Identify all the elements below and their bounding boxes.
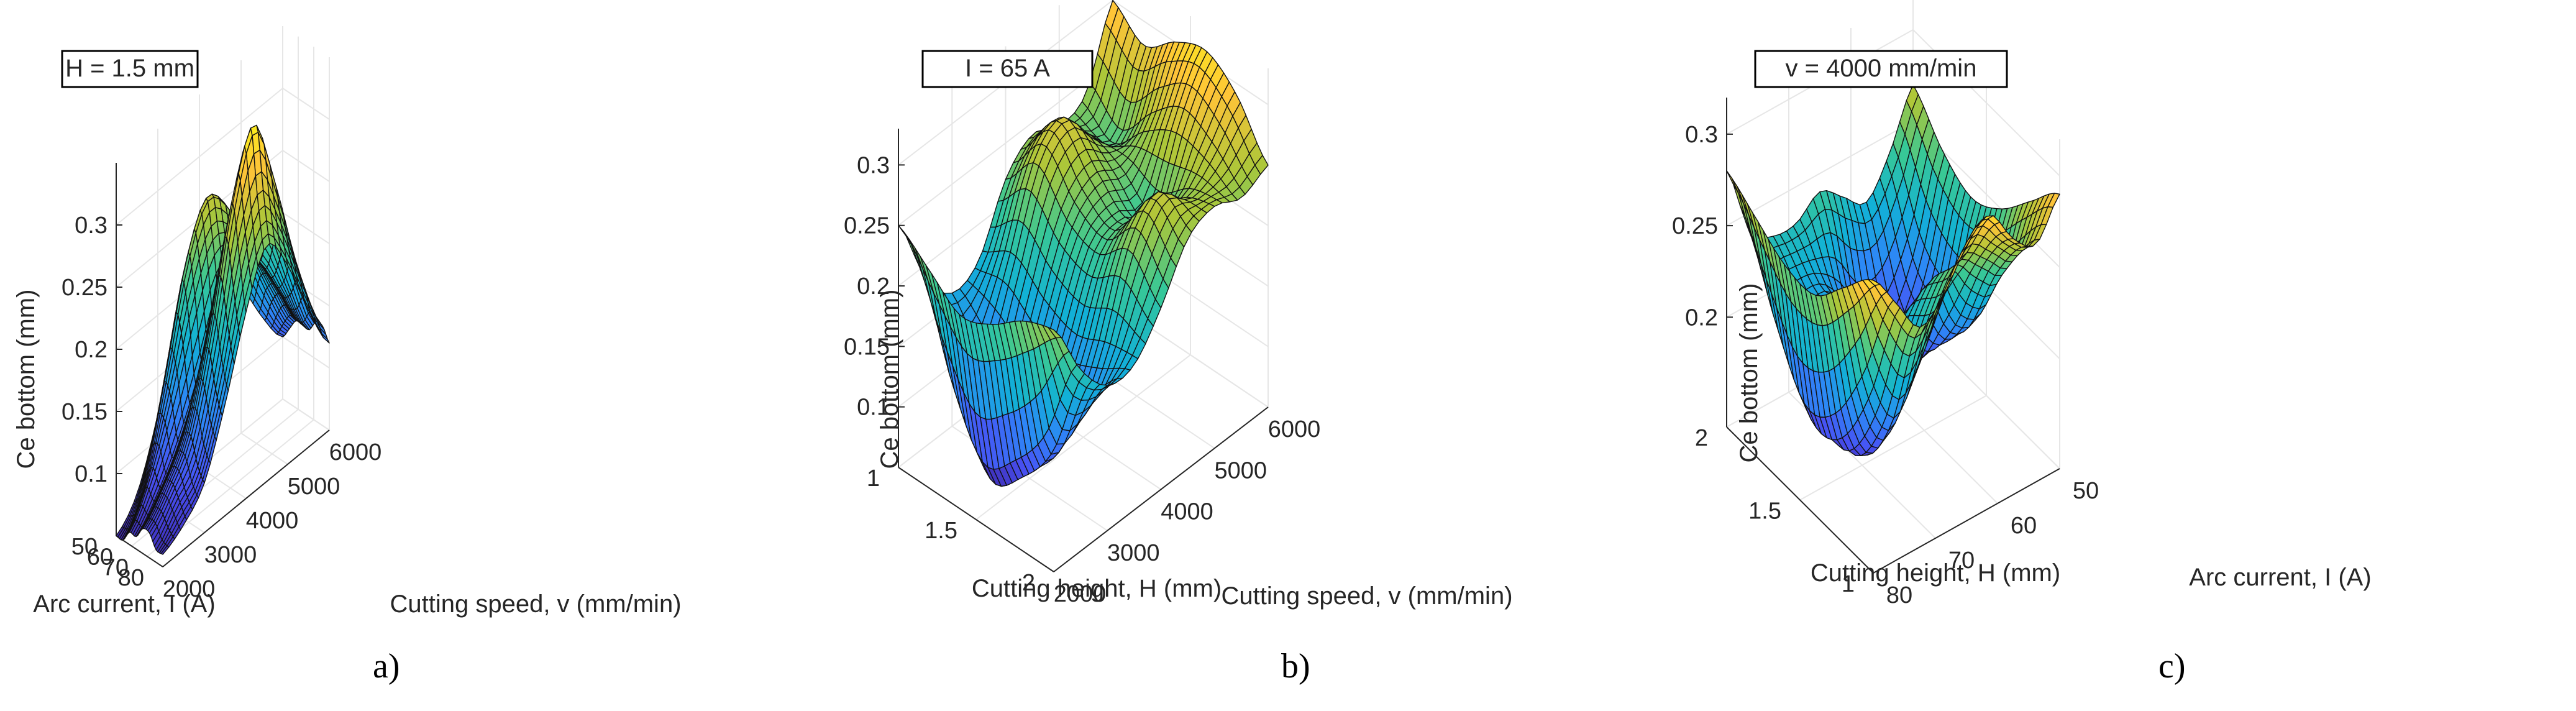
x-tick-label: 80: [118, 565, 144, 591]
x-tick-label: 1: [867, 466, 880, 492]
y-tick-label: 80: [1886, 582, 1912, 608]
panel-a: 0.1 0.15 0.2 0.25 0.3 80 70 60 50 2000 3000 4000 500…: [0, 0, 864, 711]
y-tick-label: 50: [2073, 478, 2099, 504]
surface-cell: [1048, 327, 1062, 339]
x-tick-label: 70: [103, 554, 129, 580]
surface: [1726, 84, 2060, 456]
surface: [116, 124, 330, 555]
y-tick-label: 60: [2011, 513, 2037, 539]
surface-plot-b: 0.1 0.15 0.2 0.25 0.3 2 1.5 1 200030004000500060…: [844, 0, 1513, 610]
x-axis-title: Arc current, I (A): [33, 590, 215, 618]
surface-cell: [160, 545, 170, 555]
z-tick-label: 0.25: [62, 275, 107, 301]
annotation-frame: [1754, 50, 2008, 88]
z-tick-label: 0.3: [75, 213, 107, 239]
y-tick-label: 4000: [246, 508, 299, 534]
z-tick-label: 0.2: [857, 273, 890, 300]
z-axis-title: Ce bottom (mm): [876, 290, 903, 469]
y-tick-label: 2000: [1054, 581, 1107, 607]
panel-b: 0.1 0.15 0.2 0.25 0.3 2 1.5 1 2000 3000 4000 5000 60…: [844, 0, 1721, 711]
z-tick-label: 0.3: [1685, 122, 1718, 148]
annotation-box: I = 65 A: [921, 50, 1094, 88]
panel-caption: c): [2158, 647, 2186, 686]
x-axis-line: [1726, 426, 1874, 574]
annotation-text: H = 1.5 mm: [65, 55, 194, 82]
annotation-frame: [921, 50, 1094, 88]
z-tick-label: 0.25: [1672, 213, 1718, 239]
z-tick-label: 0.3: [857, 152, 890, 178]
y-axis-line: [1873, 468, 2060, 574]
y-tick-label: 3000: [1107, 540, 1160, 566]
x-tick-label: 2: [1022, 570, 1035, 596]
z-axis-title: Ce bottom (mm): [12, 290, 40, 469]
y-tick-label: 4000: [1161, 499, 1213, 525]
annotation-text: I = 65 A: [965, 55, 1050, 82]
axis-titles: Ce bottom (mm) Cutting height, H (mm) Cutt…: [876, 290, 1513, 610]
z-tick-label: 0.15: [62, 399, 107, 425]
z-tick-label: 0.1: [75, 461, 107, 487]
x-tick-label: 50: [71, 534, 98, 560]
y-tick-label: 6000: [1268, 416, 1321, 443]
y-tick-label: 3000: [204, 542, 257, 568]
annotation-text: v = 4000 mm/min: [1786, 55, 1977, 82]
y-gridline: [1788, 63, 1936, 539]
tick-labels: 0.2 0.25 0.3 1 1.5 2 80 70 60 50: [1672, 122, 2099, 608]
y-gridline: [282, 26, 330, 431]
y-axis-title: Cutting speed, v (mm/min): [1221, 582, 1512, 610]
y-gridline: [951, 87, 1108, 531]
axis-titles: Ce bottom (mm) Cutting height, H (mm) Arc …: [1735, 283, 2372, 591]
y-axis-line: [1053, 406, 1269, 572]
panel-caption: a): [373, 647, 400, 686]
panel-c: 0.2 0.25 0.3 1 1.5 2 80 70 60 50 Ce bottom (mm) Cut…: [1672, 0, 2576, 711]
surface-plot-c: 0.2 0.25 0.3 1 1.5 2 80 70 60 50 Ce bottom (mm) Cut…: [1672, 0, 2372, 608]
x-tick-label: 2: [1695, 425, 1708, 451]
x-axis-title: Cutting height, H (mm): [1811, 559, 2060, 587]
y-tick-label: 2000: [163, 576, 216, 602]
panel-caption: b): [1281, 647, 1310, 686]
annotation-box: v = 4000 mm/min: [1754, 50, 2008, 88]
surface-cell: [1867, 278, 1881, 287]
x-tick-label: 1.5: [925, 518, 957, 544]
z-tick-label: 0.2: [75, 337, 107, 363]
y-axis-title: Arc current, I (A): [2189, 564, 2371, 591]
x-tick-label: 1.5: [1748, 498, 1781, 525]
annotation-frame: [61, 50, 199, 88]
z-tick-label: 0.25: [844, 213, 890, 239]
tick-labels: 0.1 0.15 0.2 0.25 0.3 2 1.5 1 200030004000500060…: [844, 152, 1320, 607]
x-axis-line: [898, 467, 1054, 572]
annotation-box: H = 1.5 mm: [61, 50, 199, 88]
y-tick-label: 70: [1948, 548, 1975, 574]
x-tick-label: 1: [1842, 571, 1855, 597]
y-tick-label: 5000: [1214, 457, 1267, 484]
z-tick-label: 0.1: [857, 395, 890, 421]
y-tick-label: 6000: [329, 439, 382, 466]
x-tick-label: 60: [87, 544, 113, 571]
surface: [898, 0, 1269, 487]
y-axis-title: Cutting speed, v (mm/min): [390, 590, 681, 618]
y-tick-label: 5000: [288, 474, 340, 500]
x-axis-title: Cutting height, H (mm): [972, 575, 1222, 602]
axis-titles: Ce bottom (mm) Arc current, I (A) Cutting …: [12, 290, 682, 618]
z-tick-label: 0.15: [844, 334, 890, 360]
z-axis-title: Ce bottom (mm): [1735, 283, 1763, 463]
y-axis-line: [162, 429, 330, 567]
x-axis-line: [116, 535, 163, 567]
z-tick-label: 0.2: [1685, 305, 1718, 331]
